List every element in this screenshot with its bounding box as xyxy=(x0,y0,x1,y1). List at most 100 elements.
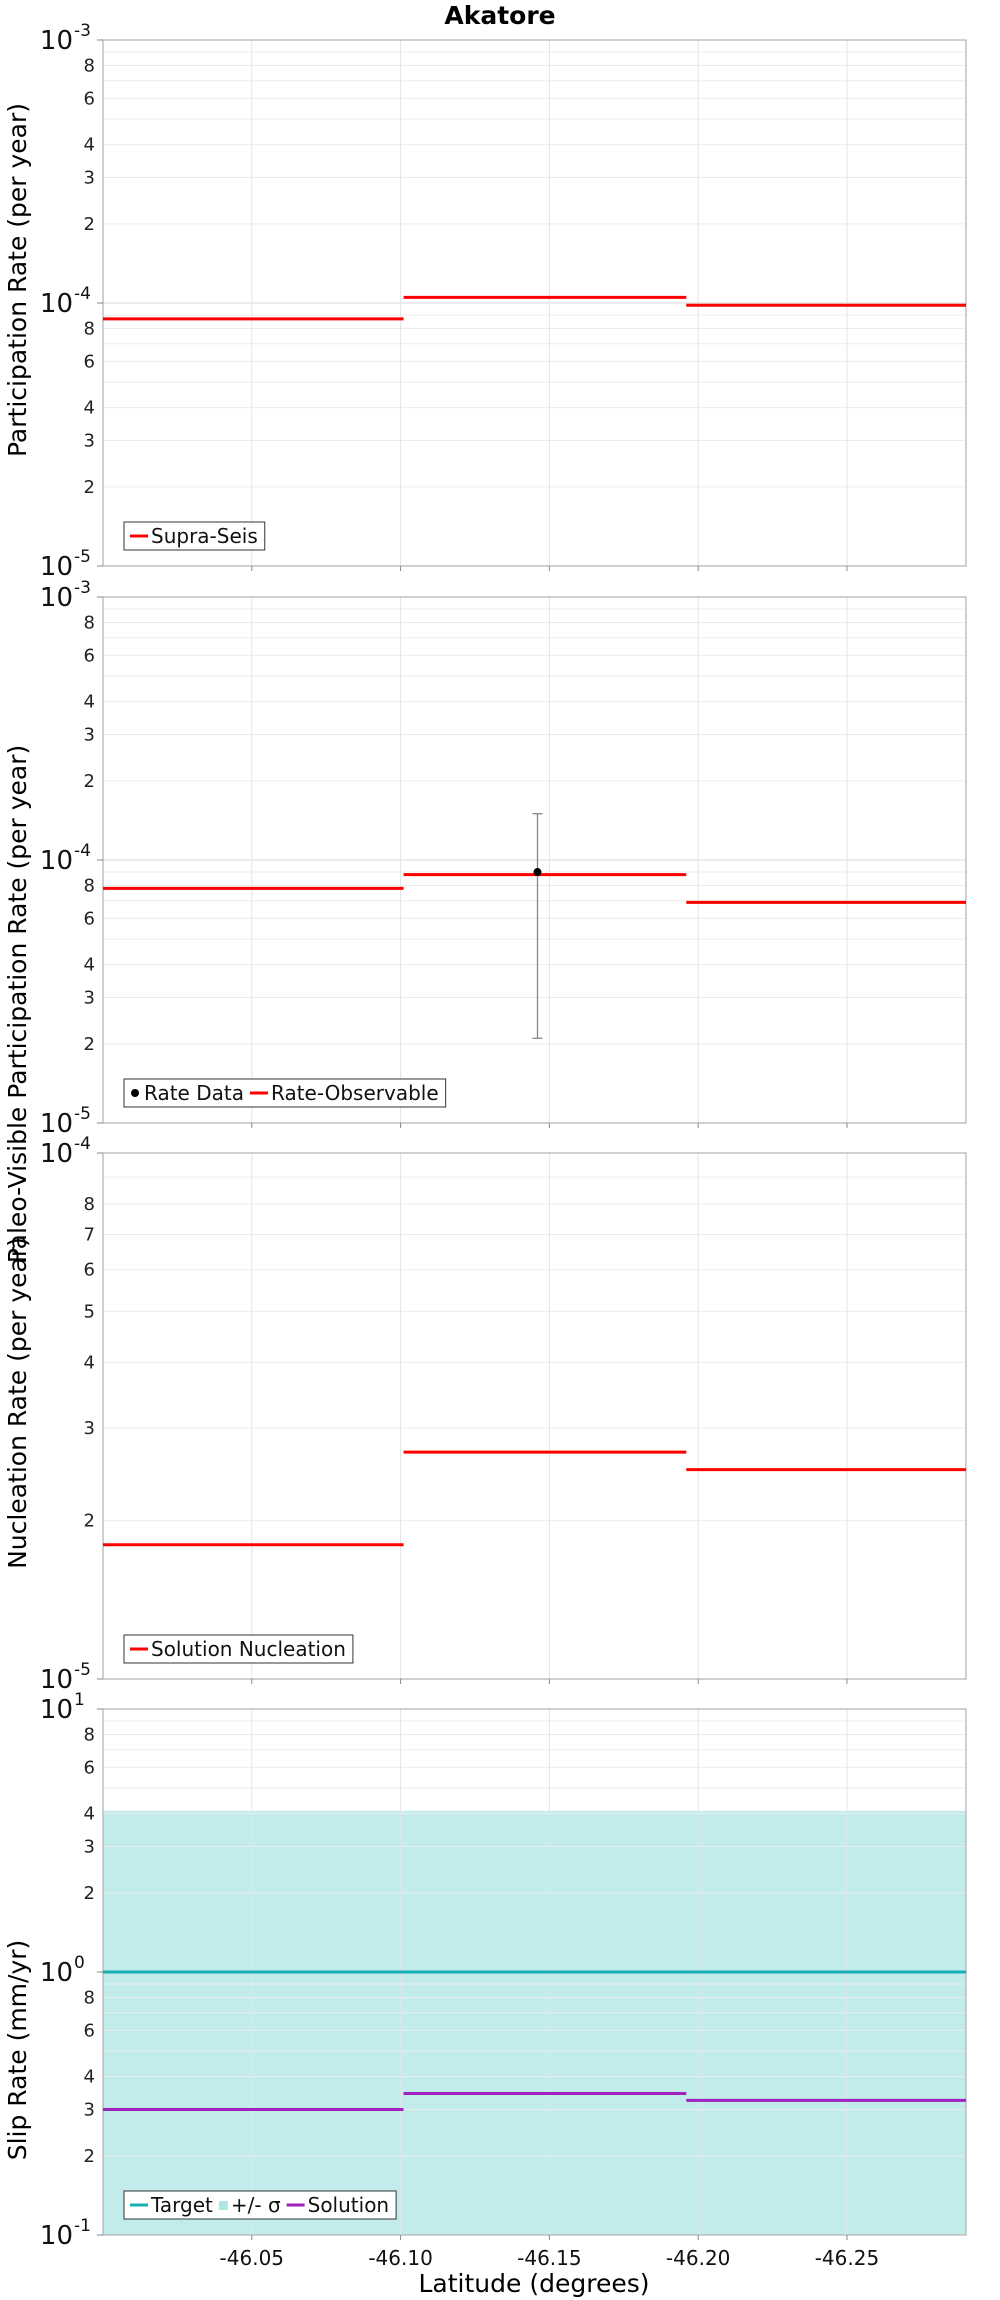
legend: Rate Data Rate-Observable xyxy=(123,1078,447,1108)
y-tick-base: 10 xyxy=(40,26,73,56)
y-tick-label: 6 xyxy=(84,1757,95,1778)
y-tick-label: 8 xyxy=(84,612,95,633)
y-tick-label: 2 xyxy=(84,771,95,792)
y-tick-label: 10 -3 xyxy=(40,578,91,613)
y-tick-label: 3 xyxy=(84,431,95,452)
y-tick-label: 2 xyxy=(84,1883,95,1904)
y-tick-label: 5 xyxy=(84,1301,95,1322)
y-axis-label: Slip Rate (mm/yr) xyxy=(3,1940,32,2161)
y-tick-label: 10 -5 xyxy=(40,547,91,582)
legend-label: Rate-Observable xyxy=(271,1081,439,1105)
y-tick-label: 8 xyxy=(84,1987,95,2008)
y-tick-label: 8 xyxy=(84,875,95,896)
y-tick-exponent: -5 xyxy=(74,1660,91,1680)
y-tick-exponent: -5 xyxy=(74,547,91,567)
rate-data-point-group xyxy=(532,813,543,1039)
y-tick-label: 2 xyxy=(84,1034,95,1055)
legend-swatch-point xyxy=(131,1089,139,1097)
sigma-band xyxy=(103,1810,966,2235)
legend-label: Rate Data xyxy=(144,1081,244,1105)
y-tick-label: 3 xyxy=(84,2100,95,2121)
y-tick-label: 10 1 xyxy=(40,1690,85,1725)
y-tick-label: 4 xyxy=(84,692,95,713)
chart-title: Akatore xyxy=(444,1,555,30)
legend-label: Solution xyxy=(308,2193,389,2217)
legend-box xyxy=(123,521,266,551)
legend-label: Supra-Seis xyxy=(151,524,258,548)
legend: Target +/- σ Solution xyxy=(123,2190,397,2220)
y-tick-label: 10 -5 xyxy=(40,1660,91,1695)
y-tick-label: 4 xyxy=(84,1352,95,1373)
y-tick-base: 10 xyxy=(40,1109,73,1139)
x-axis-label: Latitude (degrees) xyxy=(419,2269,650,2298)
y-tick-label: 7 xyxy=(84,1224,95,1245)
x-tick-label: -46.25 xyxy=(815,2246,879,2270)
y-tick-base: 10 xyxy=(40,289,73,319)
y-tick-base: 10 xyxy=(40,552,73,582)
rate-data-point xyxy=(533,868,542,877)
x-tick-label: -46.05 xyxy=(220,2246,284,2270)
y-tick-label: 6 xyxy=(84,351,95,372)
y-tick-label: 4 xyxy=(84,1804,95,1825)
y-tick-exponent: -4 xyxy=(74,284,91,304)
y-tick-label: 3 xyxy=(84,1837,95,1858)
plot-frame xyxy=(102,1152,967,1680)
y-tick-label: 6 xyxy=(84,908,95,929)
y-tick-base: 10 xyxy=(40,2221,73,2251)
y-tick-label: 6 xyxy=(84,1260,95,1281)
y-tick-base: 10 xyxy=(40,846,73,876)
y-tick-label: 8 xyxy=(84,1724,95,1745)
y-tick-label: 10 -3 xyxy=(40,21,91,56)
y-tick-label: 3 xyxy=(84,1418,95,1439)
y-tick-base: 10 xyxy=(40,1958,73,1988)
y-tick-label: 10 0 xyxy=(40,1953,85,1988)
legend-box xyxy=(123,1078,447,1108)
y-tick-label: 2 xyxy=(84,214,95,235)
y-tick-label: 8 xyxy=(84,318,95,339)
y-tick-label: 8 xyxy=(84,1194,95,1215)
y-tick-label: 3 xyxy=(84,725,95,746)
y-tick-label: 10 -4 xyxy=(40,841,91,876)
series-rate-observable xyxy=(103,873,966,904)
y-tick-exponent: -4 xyxy=(74,1134,91,1154)
legend: Supra-Seis xyxy=(123,521,266,551)
y-tick-label: 2 xyxy=(84,477,95,498)
y-tick-label: 6 xyxy=(84,2020,95,2041)
y-tick-exponent: -3 xyxy=(74,21,91,41)
series-solution xyxy=(103,2092,966,2112)
legend-box xyxy=(123,1634,354,1664)
y-axis-label: Nucleation Rate (per year) xyxy=(3,1237,32,1569)
y-tick-label: 10 -4 xyxy=(40,284,91,319)
y-tick-label: 4 xyxy=(84,955,95,976)
y-tick-base: 10 xyxy=(40,1665,73,1695)
y-tick-exponent: -5 xyxy=(74,1104,91,1124)
legend-label: +/- σ xyxy=(231,2193,281,2217)
y-tick-base: 10 xyxy=(40,583,73,613)
y-tick-label: 6 xyxy=(84,88,95,109)
y-tick-label: 2 xyxy=(84,1511,95,1532)
y-tick-label: 6 xyxy=(84,645,95,666)
x-tick-label: -46.20 xyxy=(666,2246,730,2270)
series-solution-nucleation xyxy=(103,1450,966,1547)
y-tick-exponent: 0 xyxy=(74,1953,85,1973)
legend: Solution Nucleation xyxy=(123,1634,354,1664)
y-tick-label: 10 -5 xyxy=(40,1104,91,1139)
y-tick-label: 2 xyxy=(84,2146,95,2167)
y-tick-label: 4 xyxy=(84,135,95,156)
y-tick-label: 3 xyxy=(84,168,95,189)
y-tick-label: 4 xyxy=(84,2067,95,2088)
y-tick-label: 8 xyxy=(84,55,95,76)
y-tick-exponent: 1 xyxy=(74,1690,85,1710)
y-axis-label: Participation Rate (per year) xyxy=(3,103,32,457)
legend-box xyxy=(123,2190,397,2220)
x-tick-label: -46.15 xyxy=(517,2246,581,2270)
legend-label: Target xyxy=(150,2193,213,2217)
y-tick-base: 10 xyxy=(40,1139,73,1169)
y-tick-exponent: -1 xyxy=(74,2216,91,2236)
y-tick-exponent: -4 xyxy=(74,841,91,861)
